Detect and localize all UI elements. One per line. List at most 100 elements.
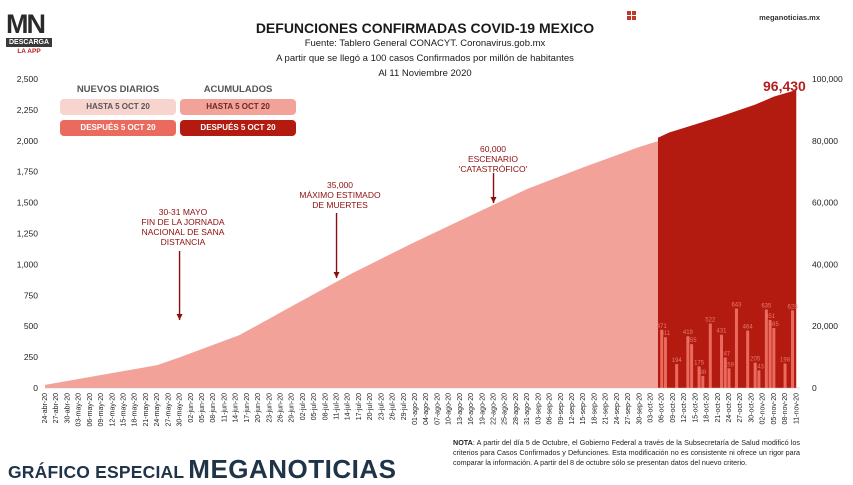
daily-bar-label: 464	[743, 325, 754, 331]
daily-bar-label: 419	[683, 330, 694, 336]
annotation-arrow-head	[176, 314, 183, 320]
chart-date: Al 11 Noviembre 2020	[378, 68, 472, 79]
daily-bar-label: 522	[705, 317, 716, 323]
daily-bar	[791, 310, 795, 388]
x-tick-label: 06-sep-20	[547, 393, 554, 425]
x-tick-label: 14-jul-20	[345, 393, 352, 420]
x-tick-label: 20-jun-20	[255, 393, 262, 423]
legend-cumulative-before: HASTA 5 OCT 20	[180, 99, 296, 115]
daily-bar-label: 355	[687, 338, 698, 344]
legend-daily-before: HASTA 5 OCT 20	[60, 99, 176, 115]
daily-bar	[746, 330, 750, 388]
x-tick-label: 15-oct-20	[692, 393, 699, 423]
logo-mark: MN	[6, 9, 46, 39]
chart-source: Fuente: Tablero General CONACYT. Coronav…	[304, 38, 546, 49]
y-left-tick-label: 0	[33, 383, 38, 393]
daily-bar	[701, 375, 705, 388]
x-tick-label: 12-oct-20	[681, 393, 688, 423]
daily-bar-label: 247	[720, 351, 731, 357]
y-left-tick-label: 2,500	[17, 74, 39, 84]
y-left-tick-label: 1,750	[17, 167, 39, 177]
x-tick-label: 23-jul-20	[378, 393, 385, 420]
daily-bar-label: 471	[657, 324, 668, 330]
x-tick-label: 18-sep-20	[591, 393, 598, 425]
legend-cumulative-after: DESPUÉS 5 OCT 20	[180, 120, 296, 136]
x-tick-label: 02-jun-20	[188, 393, 195, 423]
note-label: NOTA	[453, 438, 473, 447]
y-left-tick-label: 250	[24, 352, 38, 362]
annotation-sana-distancia: 30-31 MAYO FIN DE LA JORNADA NACIONAL DE S…	[141, 207, 225, 247]
daily-bar	[734, 308, 738, 388]
x-tick-label: 15-may-20	[120, 393, 127, 427]
daily-bar-label: 159	[724, 362, 735, 368]
x-tick-label: 11-nov-20	[793, 393, 800, 424]
daily-bar-label: 194	[672, 358, 683, 364]
daily-bar	[720, 334, 724, 388]
x-tick-label: 30-oct-20	[748, 393, 755, 423]
y-left-tick-label: 1,000	[17, 259, 39, 269]
daily-bar	[723, 357, 727, 388]
methodology-note: NOTA: A partir del día 5 de Octubre, el …	[453, 438, 800, 467]
daily-bar-label: 628	[788, 304, 799, 310]
daily-bar	[757, 370, 761, 388]
x-tick-label: 13-ago-20	[457, 393, 464, 425]
y-right-tick-label: 80,000	[812, 136, 838, 146]
x-tick-label: 16-ago-20	[468, 393, 475, 425]
y-right-tick-label: 20,000	[812, 321, 838, 331]
daily-bar	[772, 328, 776, 388]
x-tick-label: 27-abr-20	[53, 393, 60, 423]
daily-bar-label: 411	[661, 331, 671, 337]
x-tick-label: 27-sep-20	[625, 393, 632, 425]
x-tick-label: 22-ago-20	[491, 393, 498, 425]
x-tick-label: 08-jul-20	[322, 393, 329, 420]
x-tick-label: 02-nov-20	[760, 393, 767, 425]
x-tick-label: 11-jun-20	[221, 393, 228, 422]
x-tick-label: 24-sep-20	[614, 393, 621, 425]
daily-bar-label: 431	[717, 329, 728, 335]
x-tick-label: 05-jul-20	[311, 393, 318, 420]
x-tick-label: 01-ago-20	[412, 393, 419, 425]
x-tick-label: 28-ago-20	[513, 393, 520, 425]
x-tick-label: 03-sep-20	[535, 393, 542, 425]
footer-brand-name: MEGANOTICIAS	[188, 454, 397, 484]
x-tick-label: 03-oct-20	[647, 393, 654, 423]
y-left-tick-label: 2,250	[17, 105, 39, 115]
x-tick-label: 18-oct-20	[704, 393, 711, 423]
daily-bar	[697, 366, 701, 388]
y-left-tick-label: 1,250	[17, 229, 39, 239]
daily-bar	[663, 337, 667, 388]
footer-lead: GRÁFICO ESPECIAL	[8, 462, 185, 482]
x-tick-label: 02-jul-20	[300, 393, 307, 420]
x-tick-label: 24-oct-20	[726, 393, 733, 423]
x-tick-label: 03-may-20	[76, 393, 83, 427]
daily-bar-label: 485	[769, 322, 780, 328]
x-tick-label: 26-jun-20	[277, 393, 284, 423]
y-right-tick-label: 40,000	[812, 259, 838, 269]
cumulative-area-before	[45, 141, 658, 388]
x-tick-label: 09-oct-20	[670, 393, 677, 423]
annotation-arrow-head	[333, 272, 340, 278]
x-tick-label: 09-sep-20	[558, 393, 565, 425]
x-tick-label: 07-ago-20	[434, 393, 441, 425]
daily-bar	[675, 364, 679, 388]
x-tick-label: 23-jun-20	[266, 393, 273, 423]
legend-daily-after: DESPUÉS 5 OCT 20	[60, 120, 176, 136]
daily-bar	[686, 336, 690, 388]
daily-bar-label: 643	[731, 303, 742, 309]
x-tick-label: 12-sep-20	[569, 393, 576, 425]
grid-icon	[627, 11, 636, 20]
y-right-tick-label: 60,000	[812, 198, 838, 208]
x-tick-label: 21-may-20	[143, 393, 150, 427]
y-left-tick-label: 1,500	[17, 198, 39, 208]
x-tick-label: 10-ago-20	[446, 393, 453, 425]
x-tick-label: 18-may-20	[132, 393, 139, 427]
x-tick-label: 30-may-20	[177, 393, 184, 427]
chart-subtitle: A partir que se llegó a 100 casos Confir…	[276, 53, 574, 64]
daily-bar	[753, 362, 757, 388]
x-tick-label: 05-nov-20	[771, 393, 778, 425]
x-tick-label: 12-may-20	[109, 393, 116, 427]
x-tick-label: 19-ago-20	[479, 393, 486, 425]
y-left-tick-label: 500	[24, 321, 38, 331]
x-tick-label: 21-oct-20	[715, 393, 722, 423]
daily-bar-label: 551	[765, 314, 776, 320]
